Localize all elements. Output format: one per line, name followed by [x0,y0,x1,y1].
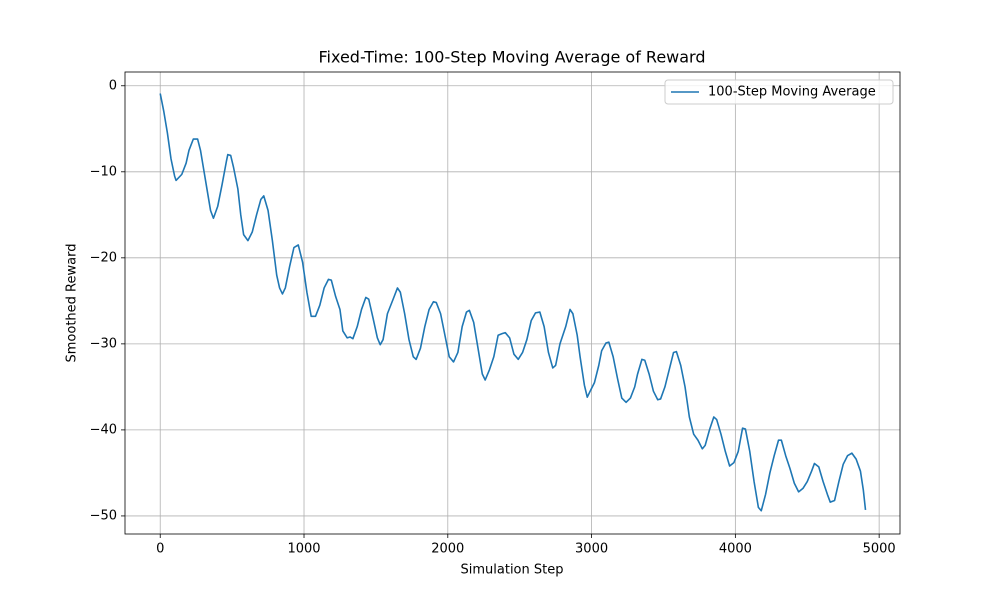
y-tick-label: −50 [90,508,117,523]
x-tick-label: 0 [156,542,164,557]
y-tick-label: −10 [90,164,117,179]
x-tick-label: 4000 [719,542,752,557]
x-tick-label: 2000 [431,542,464,557]
x-tick-label: 5000 [863,542,896,557]
y-tick-label: 0 [109,78,117,93]
legend-label: 100-Step Moving Average [708,85,876,100]
x-tick-label: 3000 [575,542,608,557]
y-tick-label: −40 [90,422,117,437]
y-tick-label: −30 [90,336,117,351]
plot-frame [124,71,901,535]
x-axis-label: Simulation Step [461,563,564,578]
chart-title: Fixed-Time: 100-Step Moving Average of R… [319,48,706,67]
line [159,93,867,512]
y-axis-label: Smoothed Reward [65,244,80,363]
legend-box [664,79,894,105]
y-tick-label: −20 [90,250,117,265]
x-tick-label: 1000 [287,542,320,557]
